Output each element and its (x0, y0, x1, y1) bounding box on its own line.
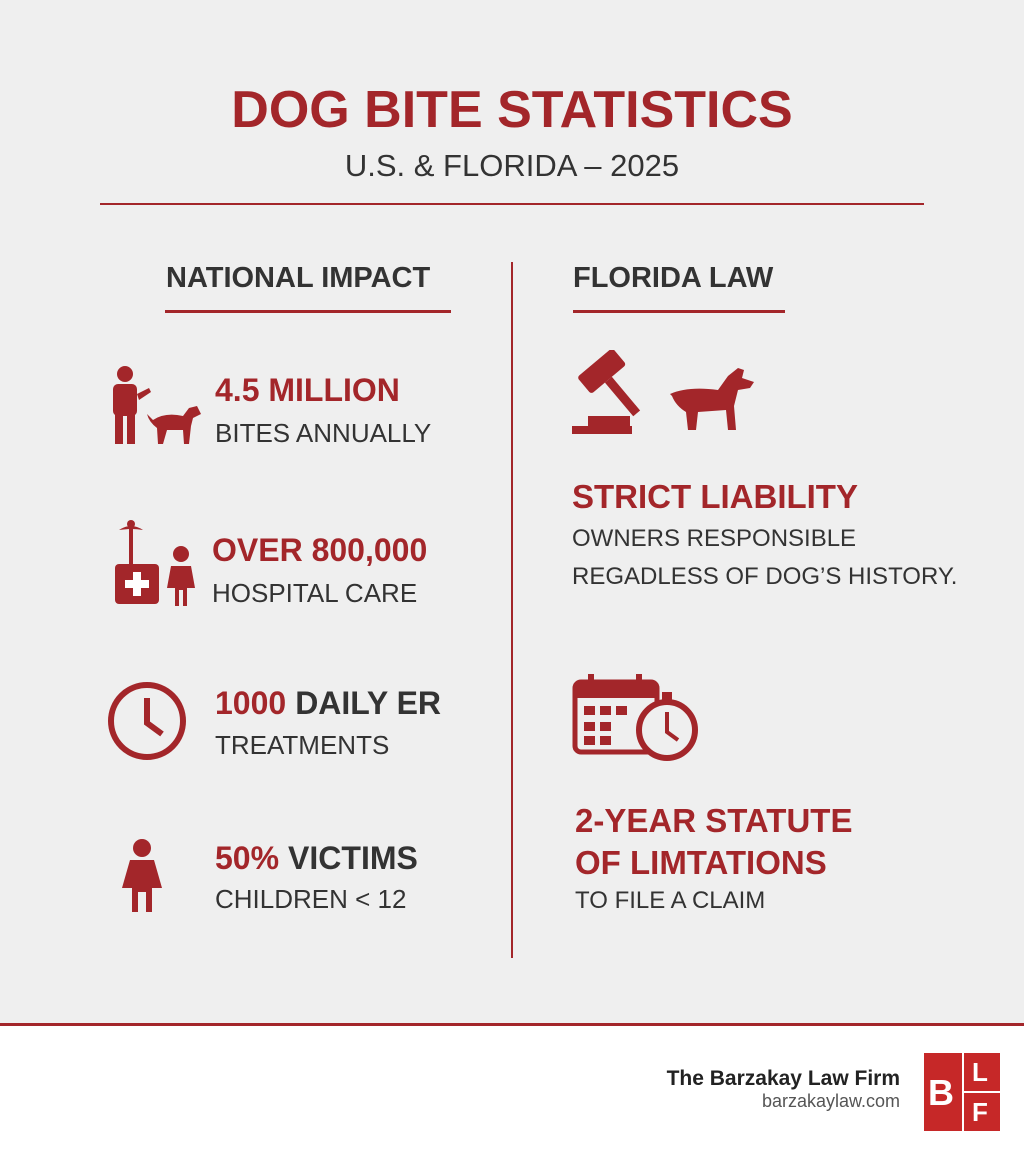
stat-lead-rest: DAILY ER (295, 685, 442, 721)
clock-icon (108, 682, 186, 760)
logo-letter: B (928, 1072, 954, 1113)
stat-lead: 4.5 MILLION (215, 372, 400, 408)
heading-underline (165, 310, 451, 313)
stat-lead: OVER 800,000 (212, 532, 428, 568)
logo-letter: L (972, 1057, 988, 1087)
firm-website: barzakaylaw.com (761, 1091, 900, 1111)
column-divider (511, 262, 513, 958)
stat-detail: HOSPITAL CARE (212, 578, 418, 608)
law-title: STRICT LIABILITY (572, 478, 858, 515)
law-detail: OWNERS RESPONSIBLE (572, 525, 857, 552)
child-icon (122, 839, 162, 912)
law-detail: TO FILE A CLAIM (575, 887, 766, 914)
calendar-stopwatch-icon (572, 674, 698, 761)
heading-underline (573, 310, 785, 313)
stat-lead: 1000 (215, 685, 287, 721)
stat-lead-line: 50% VICTIMS (215, 842, 418, 874)
logo: B L F (924, 1053, 1000, 1131)
logo-divider (962, 1091, 1000, 1093)
person-dog-icon (113, 366, 201, 444)
stat-lead: 50% (215, 840, 280, 876)
gavel-dog-icon (572, 350, 754, 434)
stat-detail: TREATMENTS (215, 730, 390, 760)
firm-name: The Barzakay Law Firm (666, 1067, 900, 1090)
stat-detail: CHILDREN < 12 (215, 884, 407, 914)
stat-lead-line: 1000 DAILY ER (215, 687, 441, 719)
section-heading: FLORIDA LAW (573, 262, 774, 294)
stat-lead-rest: VICTIMS (288, 840, 418, 876)
section-heading: NATIONAL IMPACT (166, 262, 431, 294)
hospital-child-icon (115, 520, 195, 606)
header-rule (100, 203, 924, 205)
law-title: OF LIMTATIONS (575, 844, 827, 881)
law-title: 2-YEAR STATUTE (575, 802, 853, 839)
logo-letter: F (972, 1097, 988, 1127)
stat-detail: BITES ANNUALLY (215, 418, 432, 448)
law-detail: REGADLESS OF DOG’S HISTORY. (572, 563, 958, 590)
subtitle: U.S. & FLORIDA – 2025 (344, 148, 680, 183)
footer-rule (0, 1023, 1024, 1026)
title: DOG BITE STATISTICS (231, 81, 793, 139)
footer (0, 1026, 1024, 1154)
